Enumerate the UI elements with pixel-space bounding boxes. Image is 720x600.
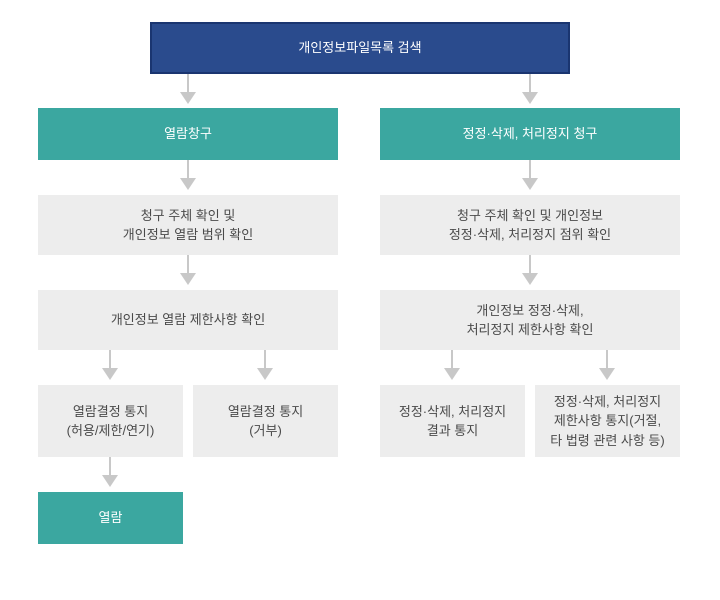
arrow-line-4 [187, 255, 189, 273]
arrow-line-9 [606, 350, 608, 368]
arrow-line-8 [451, 350, 453, 368]
arrow-line-0 [187, 74, 189, 92]
node-right_head: 정정·삭제, 처리정지 청구 [380, 108, 680, 160]
arrow-line-3 [529, 160, 531, 178]
node-left_head: 열람창구 [38, 108, 338, 160]
arrow-head-9 [599, 368, 615, 380]
node-right_3a: 정정·삭제, 처리정지 결과 통지 [380, 385, 525, 457]
arrow-head-8 [444, 368, 460, 380]
node-left_4: 열람 [38, 492, 183, 544]
arrow-head-5 [522, 273, 538, 285]
arrow-line-10 [109, 457, 111, 475]
node-right_2: 개인정보 정정·삭제, 처리정지 제한사항 확인 [380, 290, 680, 350]
arrow-line-1 [529, 74, 531, 92]
arrow-head-10 [102, 475, 118, 487]
node-left_3a: 열람결정 통지 (허용/제한/연기) [38, 385, 183, 457]
arrow-head-0 [180, 92, 196, 104]
arrow-head-3 [522, 178, 538, 190]
arrow-line-7 [264, 350, 266, 368]
arrow-line-2 [187, 160, 189, 178]
node-left_3b: 열람결정 통지 (거부) [193, 385, 338, 457]
node-right_3b: 정정·삭제, 처리정지 제한사항 통지(거절, 타 법령 관련 사항 등) [535, 385, 680, 457]
node-left_2: 개인정보 열람 제한사항 확인 [38, 290, 338, 350]
arrow-head-1 [522, 92, 538, 104]
arrow-head-4 [180, 273, 196, 285]
arrow-head-2 [180, 178, 196, 190]
arrow-line-5 [529, 255, 531, 273]
node-left_1: 청구 주체 확인 및 개인정보 열람 범위 확인 [38, 195, 338, 255]
arrow-head-6 [102, 368, 118, 380]
node-right_1: 청구 주체 확인 및 개인정보 정정·삭제, 처리정지 점위 확인 [380, 195, 680, 255]
arrow-head-7 [257, 368, 273, 380]
node-root: 개인정보파일목록 검색 [150, 22, 570, 74]
arrow-line-6 [109, 350, 111, 368]
